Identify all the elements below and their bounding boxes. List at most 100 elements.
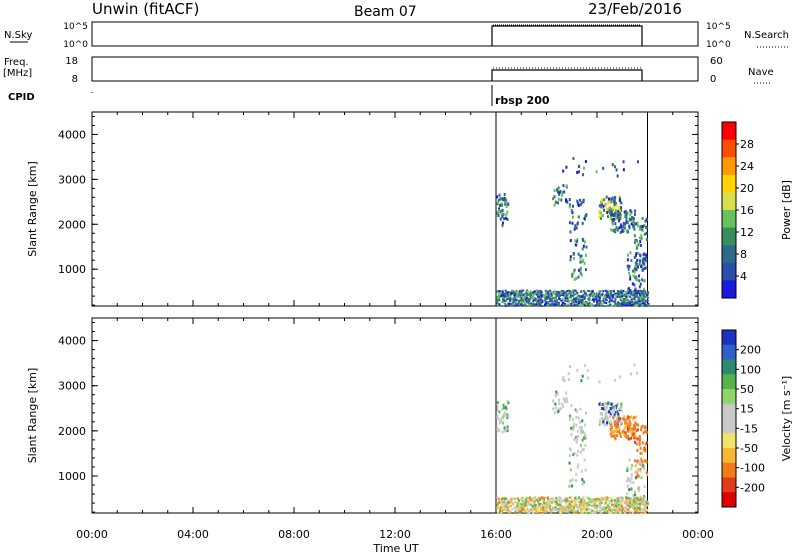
scatter-point	[519, 293, 522, 296]
scatter-point	[496, 401, 499, 405]
scatter-point	[576, 465, 579, 469]
scatter-point	[603, 423, 606, 427]
scatter-point	[515, 295, 518, 298]
scatter-point	[570, 508, 573, 511]
scatter-point	[622, 301, 625, 304]
scatter-point	[614, 296, 617, 299]
scatter-point	[536, 509, 539, 512]
scatter-point	[628, 418, 631, 422]
scatter-point	[625, 496, 628, 499]
scatter-point	[539, 290, 542, 293]
scatter-point	[586, 295, 589, 298]
scatter-point	[549, 295, 552, 298]
scatter-point	[630, 293, 633, 296]
scatter-point	[615, 225, 618, 229]
scatter-point	[505, 299, 508, 302]
scatter-point	[618, 427, 621, 431]
scatter-point	[577, 500, 580, 503]
scatter-point	[633, 283, 636, 287]
scatter-point	[518, 290, 521, 293]
scatter-point	[631, 294, 634, 297]
scatter-point	[633, 491, 636, 495]
scatter-point	[601, 412, 604, 416]
scatter-point	[527, 511, 530, 514]
scatter-point	[571, 204, 574, 208]
scatter-point	[501, 502, 504, 505]
scatter-point	[503, 429, 506, 433]
scatter-point	[549, 497, 552, 500]
scatter-point	[573, 438, 576, 442]
scatter-point	[637, 298, 640, 301]
scatter-point	[641, 228, 644, 232]
scatter-point	[579, 268, 582, 272]
scatter-point	[508, 297, 511, 300]
scatter-point	[533, 293, 536, 296]
scatter-point	[610, 499, 613, 502]
scatter-point	[538, 301, 541, 304]
scatter-point	[530, 294, 533, 297]
scatter-point	[605, 294, 608, 297]
scatter-point	[564, 510, 567, 513]
scatter-point	[497, 198, 500, 202]
scatter-point	[601, 497, 604, 500]
scatter-point	[547, 293, 550, 296]
scatter-point	[614, 196, 617, 200]
scatter-point	[496, 296, 499, 299]
scatter-point	[625, 298, 628, 301]
scatter-point	[616, 421, 619, 425]
scatter-point	[609, 432, 612, 436]
scatter-point	[544, 289, 547, 292]
scatter-point	[578, 507, 581, 510]
scatter-point	[577, 497, 580, 500]
scatter-point	[514, 507, 517, 510]
scatter-point	[580, 504, 583, 507]
scatter-point	[607, 503, 610, 506]
nsearch-tick-top: 10^5	[706, 22, 731, 32]
scatter-point	[520, 290, 523, 293]
scatter-point	[620, 225, 623, 229]
scatter-point	[610, 210, 613, 214]
scatter-point	[542, 504, 545, 507]
scatter-point	[547, 294, 550, 297]
scatter-point	[608, 209, 611, 213]
scatter-point	[497, 497, 500, 500]
scatter-point	[643, 485, 646, 489]
scatter-point	[579, 203, 582, 207]
scatter-point	[643, 494, 646, 498]
scatter-point	[631, 504, 634, 507]
scatter-point	[526, 297, 529, 300]
scatter-point	[583, 363, 586, 367]
scatter-point	[574, 408, 577, 412]
scatter-point	[580, 291, 583, 294]
scatter-point	[505, 501, 508, 504]
scatter-point	[583, 292, 586, 295]
scatter-point	[614, 507, 617, 510]
scatter-point	[573, 498, 576, 501]
scatter-point	[570, 504, 573, 507]
scatter-point	[583, 295, 586, 298]
scatter-point	[524, 497, 527, 500]
scatter-point	[608, 401, 611, 405]
scatter-point	[639, 438, 642, 442]
scatter-point	[579, 198, 582, 202]
scatter-point	[571, 298, 574, 301]
scatter-point	[622, 168, 625, 172]
scatter-point	[575, 437, 578, 441]
scatter-point	[643, 232, 646, 236]
scatter-point	[500, 203, 503, 207]
scatter-point	[538, 503, 541, 506]
scatter-point	[568, 511, 571, 514]
scatter-point	[634, 421, 637, 425]
freq-tick-top: 18	[65, 56, 78, 67]
scatter-point	[562, 302, 565, 305]
scatter-point	[628, 458, 631, 462]
scatter-point	[575, 293, 578, 296]
scatter-point	[616, 416, 619, 420]
scatter-point	[634, 264, 637, 268]
scatter-point	[645, 499, 648, 502]
scatter-point	[606, 499, 609, 502]
scatter-point	[636, 160, 639, 164]
scatter-point	[597, 302, 600, 305]
scatter-point	[642, 496, 645, 499]
